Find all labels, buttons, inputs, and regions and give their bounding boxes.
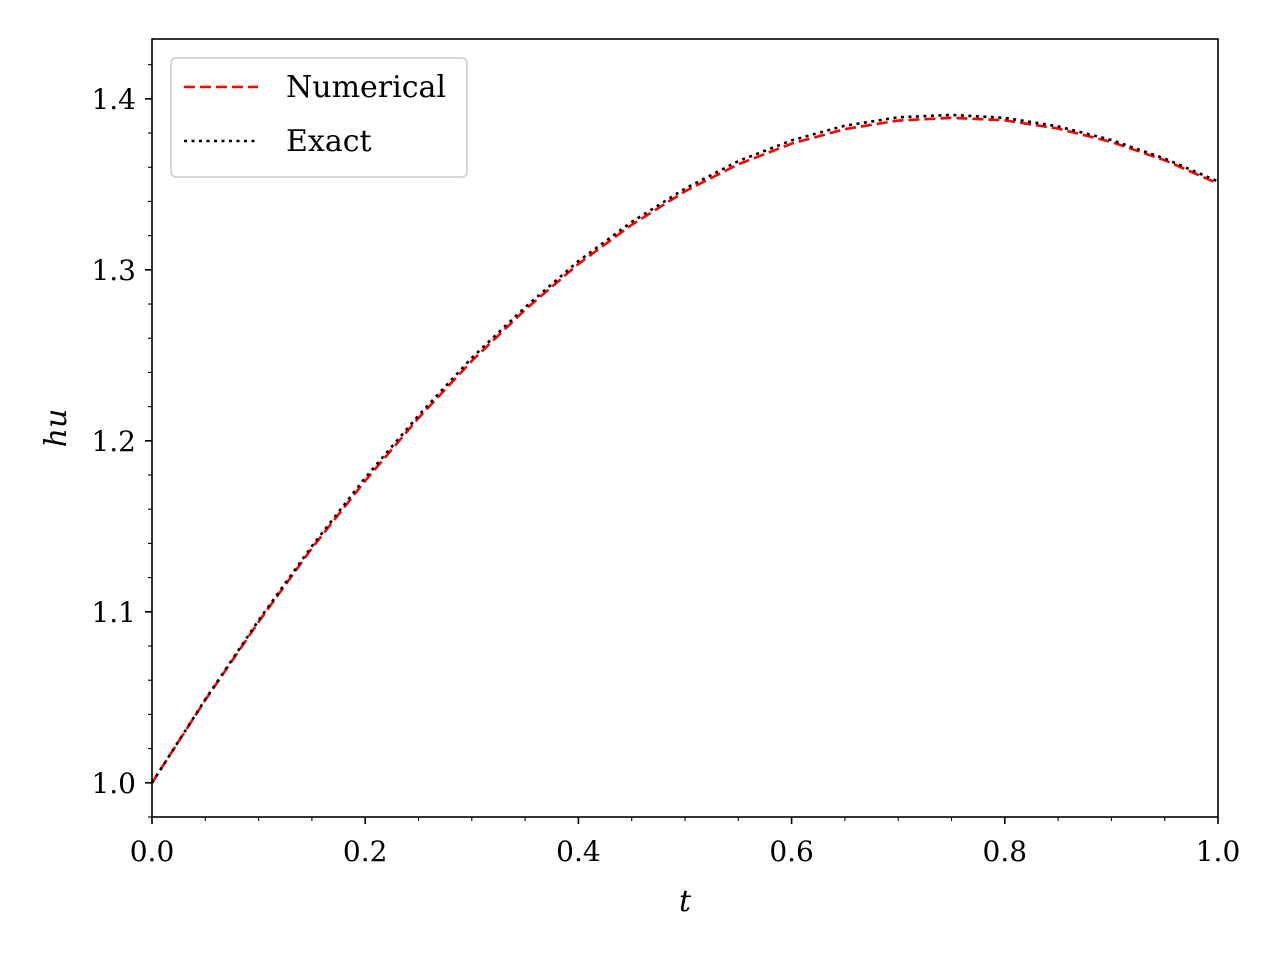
x-axis-label: t	[679, 884, 692, 919]
y-tick-label: 1.1	[91, 596, 136, 629]
series-layer	[150, 113, 1219, 784]
y-tick-label: 1.3	[91, 254, 136, 287]
x-tick-label: 0.6	[769, 835, 814, 868]
x-tick-label: 0.4	[556, 835, 601, 868]
tick-layer: 0.0 0.2 0.4 0.6 0.8 1.0 1.0 1.1 1.2 1.3 1.4	[91, 64, 1241, 868]
legend-frame	[170, 57, 468, 178]
y-tick-label: 1.0	[91, 767, 136, 800]
y-tick-label: 1.4	[91, 83, 136, 116]
series-line-numerical	[150, 116, 1219, 784]
legend: Numerical Exact	[170, 57, 468, 178]
x-tick-label: 1.0	[1196, 835, 1241, 868]
y-axis-label: hu	[39, 409, 74, 448]
x-tick-label: 0.2	[343, 835, 388, 868]
x-tick-label: 0.0	[130, 835, 175, 868]
x-tick-label: 0.8	[983, 835, 1028, 868]
y-tick-label: 1.2	[91, 425, 136, 458]
legend-label-numerical: Numerical	[286, 70, 446, 105]
legend-label-exact: Exact	[286, 124, 372, 159]
